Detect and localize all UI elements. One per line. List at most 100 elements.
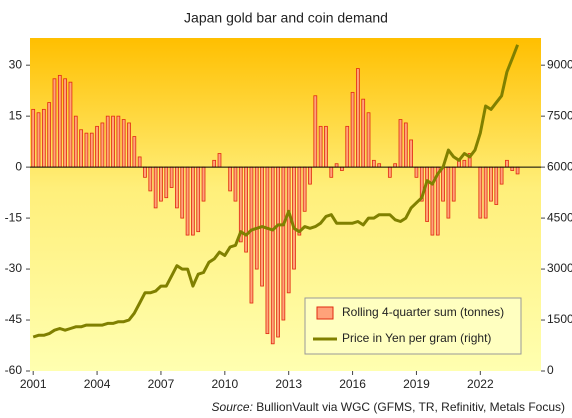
legend-box: [304, 297, 522, 355]
y2-tick-label: 4500: [547, 210, 572, 224]
bar: [451, 166, 456, 202]
bar: [159, 166, 163, 202]
bar: [489, 166, 493, 202]
bar: [329, 166, 334, 178]
bar: [308, 166, 312, 185]
bar: [228, 166, 233, 192]
source: Source: BullionVault via WGC (GFMS, TR, …: [212, 400, 565, 414]
bar: [371, 159, 376, 168]
chart-title: Japan gold bar and coin demand: [184, 10, 388, 26]
bar: [324, 125, 328, 168]
x-tick-label: 2013: [275, 377, 302, 391]
bar: [191, 166, 195, 236]
x-tick-label: 2019: [403, 377, 430, 391]
bar: [148, 166, 153, 192]
bar: [387, 166, 392, 178]
bar: [356, 68, 360, 168]
bar: [127, 122, 131, 168]
bar: [398, 119, 403, 168]
bar: [361, 98, 366, 168]
bar: [430, 166, 435, 236]
y-tick-label: -45: [5, 312, 23, 326]
bar: [217, 153, 222, 168]
bar: [515, 166, 520, 175]
bar: [137, 156, 142, 168]
bar: [52, 78, 57, 168]
bar: [377, 163, 382, 168]
y2-tick-label: 7500: [547, 108, 572, 122]
bar: [510, 166, 515, 171]
bar: [244, 166, 248, 253]
x-tick-label: 2010: [211, 377, 238, 391]
bar: [276, 166, 280, 338]
bar: [345, 125, 350, 168]
source-label: Source:: [212, 400, 253, 414]
bar: [111, 115, 115, 168]
y2-tick-label: 1500: [547, 312, 572, 326]
bar: [270, 166, 275, 345]
legend-label: Rolling 4-quarter sum (tonnes): [342, 305, 504, 319]
y-tick-label: 0: [15, 159, 22, 173]
bar: [169, 166, 174, 188]
bar: [505, 159, 509, 168]
bar: [153, 166, 158, 209]
bar: [105, 115, 110, 168]
y-tick-label: 15: [9, 108, 23, 122]
bar: [318, 125, 323, 168]
bar: [212, 159, 217, 168]
y-tick-label: 30: [9, 57, 23, 71]
bar: [350, 91, 355, 168]
bar: [95, 125, 99, 168]
bar: [116, 115, 121, 168]
bar: [63, 78, 67, 168]
bar: [185, 166, 190, 236]
y2-tick-label: 9000: [547, 57, 572, 71]
bar: [478, 166, 483, 219]
bar: [36, 112, 41, 168]
bar: [483, 166, 488, 219]
bar: [462, 159, 467, 168]
bar: [121, 119, 126, 168]
x-tick-label: 2022: [467, 377, 494, 391]
bar: [340, 166, 344, 171]
x-tick-label: 2007: [148, 377, 175, 391]
bar: [100, 122, 105, 168]
bar: [180, 166, 185, 219]
bar: [292, 166, 296, 270]
source-text: BullionVault via WGC (GFMS, TR, Refiniti…: [256, 400, 565, 414]
bar: [143, 166, 147, 178]
bar: [403, 122, 408, 168]
bar: [414, 166, 419, 178]
bar: [254, 166, 259, 270]
bar: [41, 108, 46, 168]
bar: [47, 102, 52, 168]
bar: [297, 166, 302, 236]
y-tick-label: -30: [5, 261, 23, 275]
bar: [393, 163, 398, 168]
legend-swatch: [316, 306, 334, 320]
y2-tick-label: 3000: [547, 261, 572, 275]
bar: [132, 136, 137, 168]
bar: [366, 112, 371, 168]
y2-tick-label: 6000: [547, 159, 572, 173]
bar: [286, 166, 291, 294]
bar: [233, 166, 238, 202]
bar: [441, 166, 445, 202]
bar: [446, 166, 451, 219]
bar: [84, 132, 89, 168]
x-tick-label: 2001: [20, 377, 47, 391]
bar: [73, 115, 78, 168]
bar: [249, 166, 254, 304]
bar: [196, 166, 201, 233]
x-tick-label: 2016: [339, 377, 366, 391]
bar: [164, 166, 169, 199]
bar: [175, 166, 179, 209]
bar: [201, 166, 206, 202]
y2-tick-label: 0: [547, 363, 554, 377]
bar: [302, 166, 307, 212]
bar: [68, 81, 73, 168]
bar: [499, 166, 504, 185]
bar: [334, 163, 339, 168]
x-tick-label: 2004: [84, 377, 111, 391]
